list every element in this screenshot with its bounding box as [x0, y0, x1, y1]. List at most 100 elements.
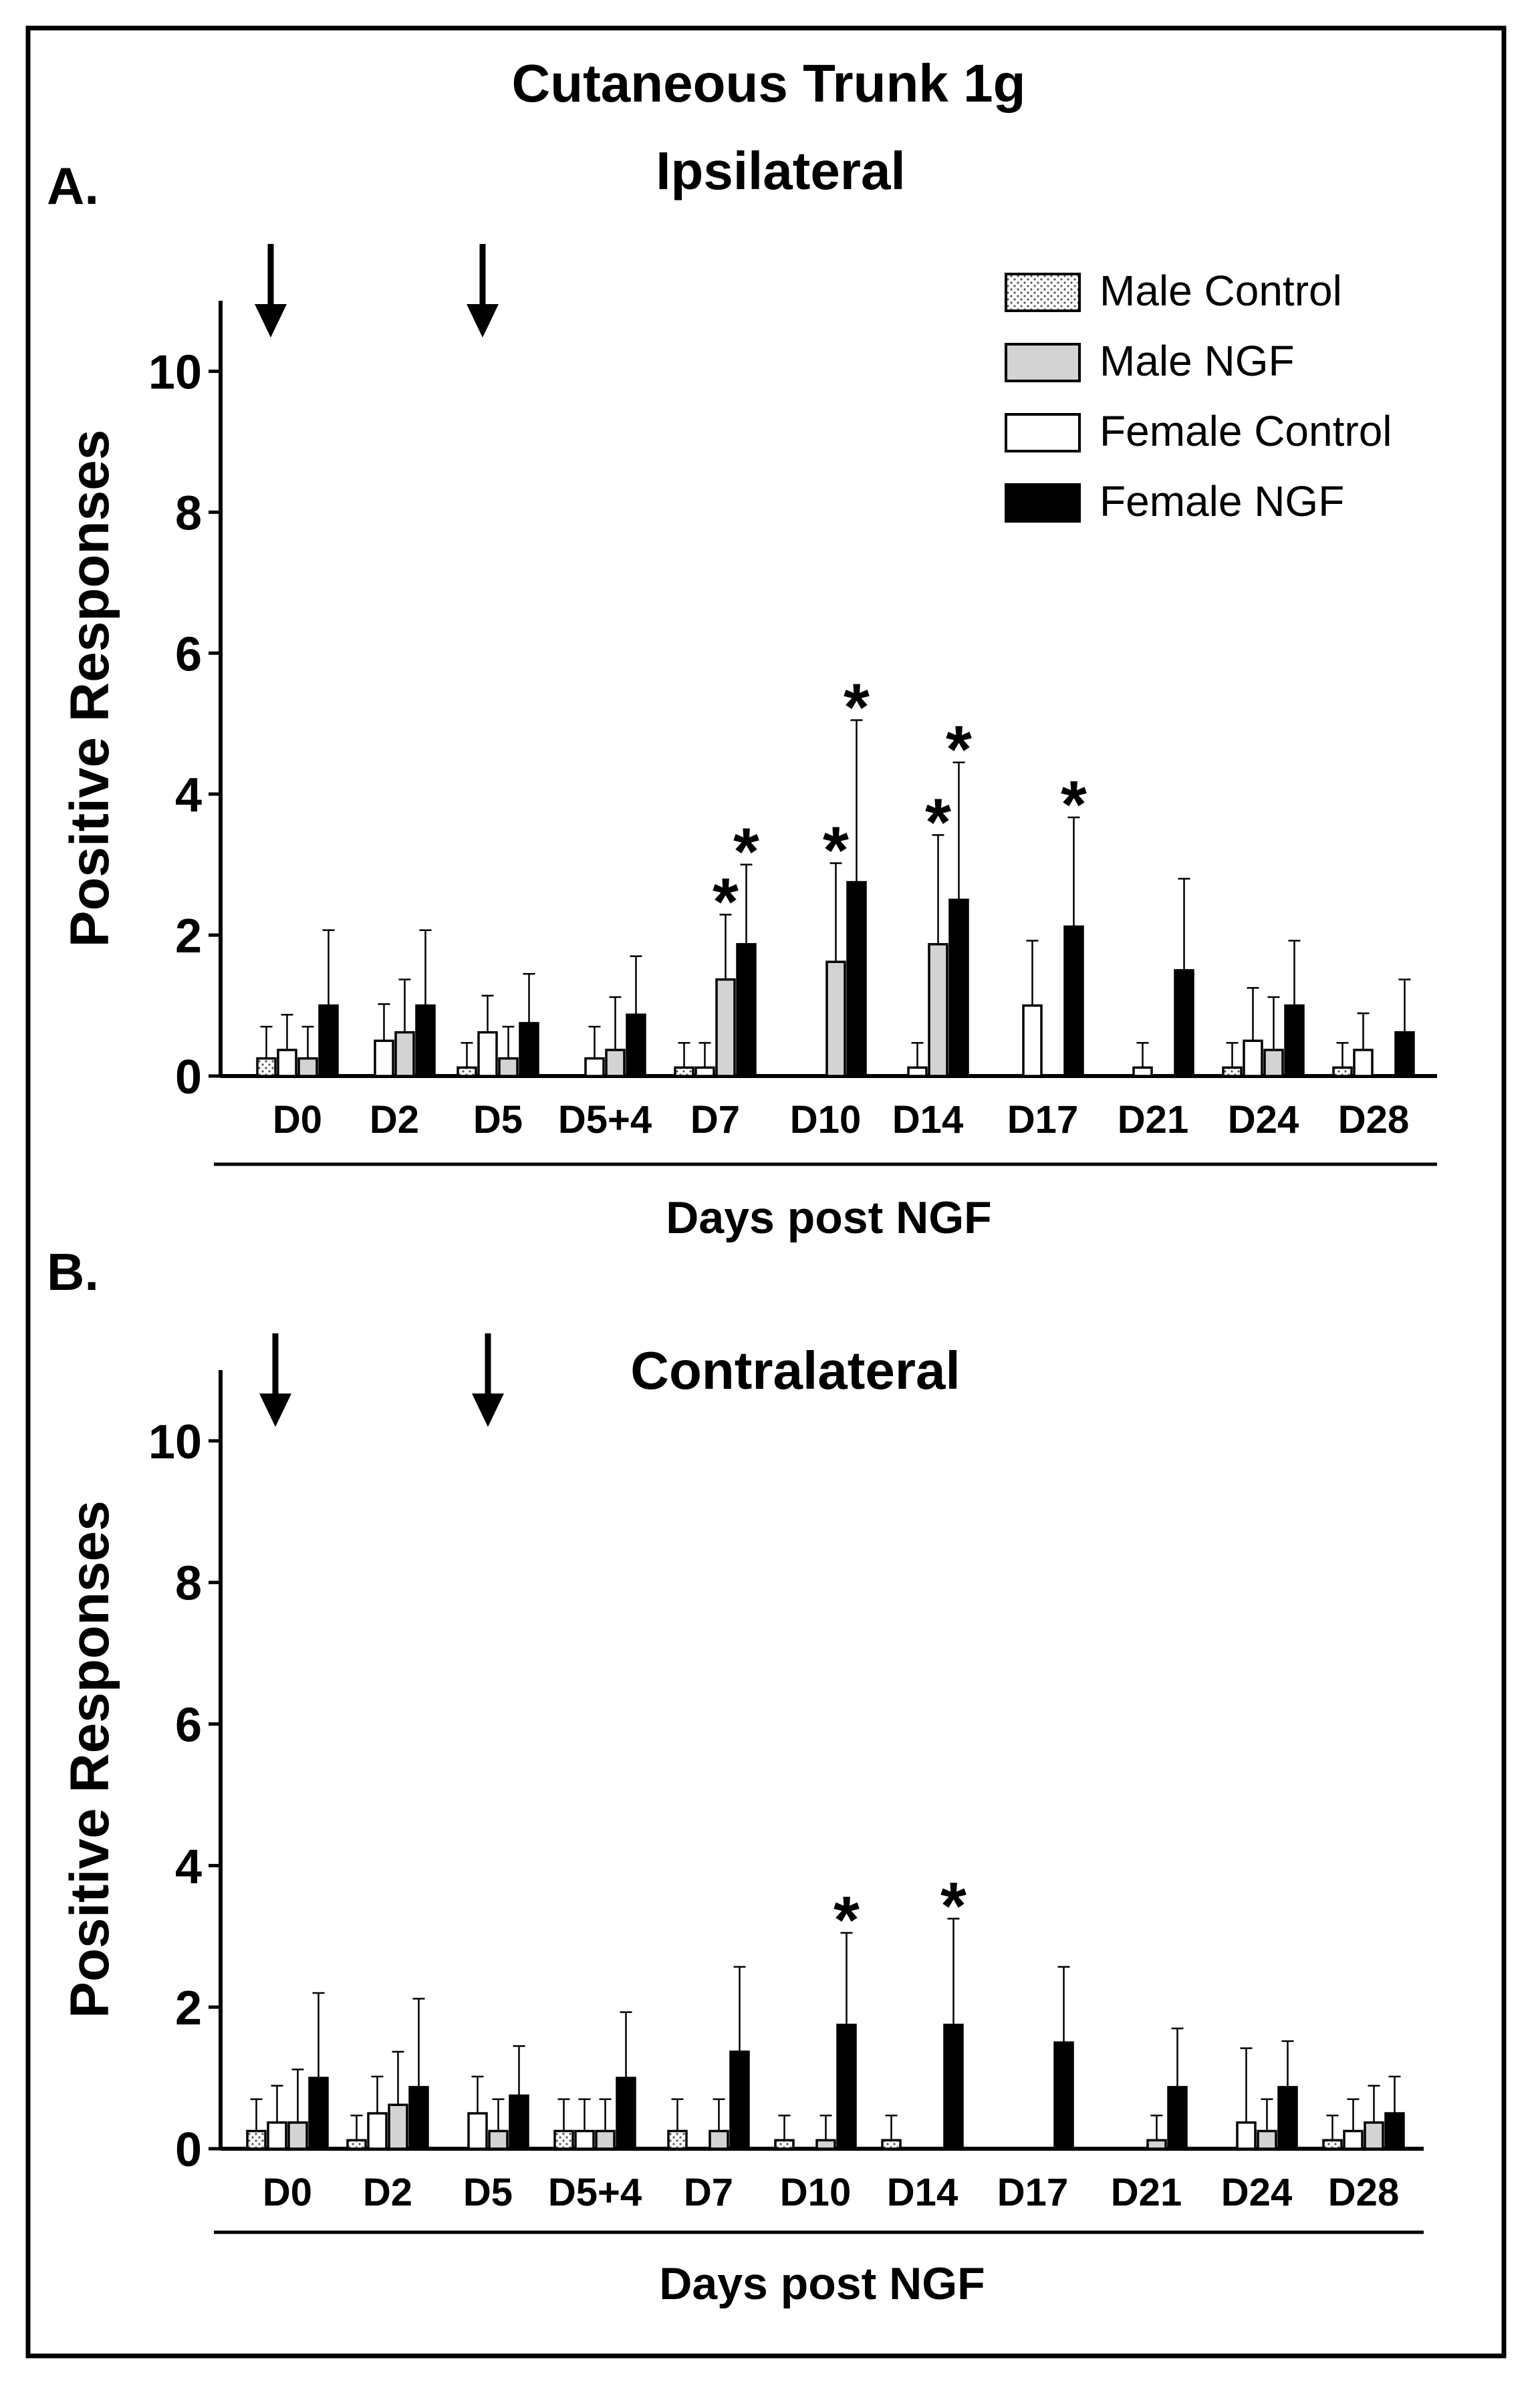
bar-female-control [694, 1066, 715, 1077]
y-tick-label: 0 [175, 2123, 202, 2177]
bar-male-ngf [815, 2139, 836, 2150]
significance-star: * [823, 813, 849, 888]
y-tick-label: 6 [175, 628, 202, 681]
bar-female-ngf [729, 2050, 750, 2150]
bar-male-ngf [595, 2129, 616, 2150]
x-tick-label: D5 [463, 2171, 513, 2214]
bar-male-ngf [394, 1031, 415, 1077]
bar-female-control [1343, 2129, 1364, 2150]
bar-female-ngf [616, 2077, 636, 2150]
x-tick-label: D24 [1221, 2171, 1292, 2214]
x-tick-label: D0 [263, 2171, 312, 2214]
legend-label: Female NGF [1100, 477, 1344, 525]
bar-male-control [246, 2129, 267, 2150]
figure-title: Cutaneous Trunk 1g [512, 53, 1026, 113]
significance-star: * [1061, 767, 1087, 842]
x-tick-label: D5+4 [558, 1098, 652, 1142]
panel-title: Contralateral [630, 1341, 960, 1400]
legend-label: Male NGF [1100, 337, 1295, 385]
panel-label: A. [47, 156, 99, 215]
x-tick-label: D7 [684, 2171, 733, 2214]
bar-female-ngf [1277, 2086, 1298, 2150]
bar-female-ngf [318, 1004, 339, 1077]
bar-male-control [553, 2129, 574, 2150]
bar-male-ngf [488, 2129, 509, 2150]
bar-female-ngf [948, 898, 969, 1077]
bar-male-control [667, 2129, 688, 2150]
bar-male-ngf [1257, 2129, 1277, 2150]
arrow-icon [467, 244, 499, 338]
bar-male-control [457, 1066, 477, 1077]
bar-male-control [256, 1057, 277, 1077]
bar-female-ngf [408, 2086, 429, 2150]
bar-male-ngf [1263, 1049, 1284, 1077]
bar-female-ngf [509, 2094, 529, 2150]
bar-male-ngf [605, 1049, 626, 1077]
x-tick-label: D7 [690, 1098, 740, 1142]
bar-female-ngf [943, 2023, 964, 2150]
bar-female-control [574, 2129, 595, 2150]
x-tick-label: D24 [1228, 1098, 1299, 1142]
y-axis-label: Positive Responses [59, 1500, 120, 2018]
bar-female-control [1243, 1039, 1263, 1077]
bar-female-ngf [1284, 1004, 1305, 1077]
legend-label: Female Control [1100, 407, 1392, 455]
x-tick-label: D21 [1111, 2171, 1182, 2214]
x-tick-label: D5 [473, 1098, 523, 1142]
significance-star: * [940, 1869, 967, 1944]
y-tick-label: 8 [175, 487, 202, 540]
bar-female-ngf [1167, 2086, 1188, 2150]
x-tick-label: D2 [370, 1098, 419, 1142]
bar-female-ngf [308, 2077, 329, 2150]
bar-male-ngf [928, 943, 948, 1077]
bar-female-control [584, 1057, 605, 1077]
y-tick-label: 4 [175, 1840, 202, 1893]
bar-male-ngf [287, 2121, 308, 2150]
bar-male-ngf [1364, 2121, 1384, 2150]
significance-star: * [713, 865, 739, 940]
legend-swatch [1005, 413, 1081, 452]
bar-female-control [1236, 2121, 1257, 2150]
bar-male-control [1332, 1066, 1353, 1077]
bar-female-ngf [519, 1022, 539, 1077]
bar-female-ngf [626, 1013, 646, 1077]
y-tick-label: 6 [175, 1699, 202, 1752]
bar-female-ngf [836, 2023, 857, 2150]
significance-star: * [833, 1883, 860, 1958]
x-tick-label: D28 [1328, 2171, 1399, 2214]
x-tick-label: D17 [1007, 1098, 1078, 1142]
bar-male-control [881, 2139, 902, 2150]
panel-title: Ipsilateral [656, 141, 906, 201]
arrow-icon [255, 244, 287, 338]
bar-female-ngf [415, 1004, 436, 1077]
bar-male-control [1322, 2139, 1343, 2150]
y-tick-label: 0 [175, 1051, 202, 1104]
y-tick-label: 10 [148, 1416, 202, 1469]
y-tick-label: 2 [175, 1982, 202, 2035]
x-axis-label: Days post NGF [659, 2258, 985, 2309]
bar-male-control [1222, 1066, 1243, 1077]
x-tick-label: D0 [273, 1098, 322, 1142]
x-tick-label: D14 [887, 2171, 958, 2214]
bar-female-ngf [1063, 925, 1084, 1077]
legend-swatch [1005, 273, 1081, 312]
x-tick-label: D14 [892, 1098, 963, 1142]
bar-female-ngf [1053, 2041, 1074, 2150]
x-tick-label: D10 [780, 2171, 851, 2214]
bar-female-ngf [846, 881, 867, 1077]
y-tick-label: 2 [175, 910, 202, 963]
x-tick-label: D21 [1118, 1098, 1188, 1142]
bar-female-control [467, 2112, 488, 2150]
panel-a: A. Ipsilateral 0 2 4 6 8 10 Positive Responses D0… [47, 141, 1437, 1243]
x-tick-label: D28 [1338, 1098, 1409, 1142]
bar-female-control [277, 1049, 297, 1077]
bar-male-control [346, 2139, 367, 2150]
bar-male-ngf [1146, 2139, 1167, 2150]
legend: Male Control Male NGF Female Control Female… [1005, 267, 1392, 525]
bar-female-control [1132, 1066, 1153, 1077]
arrow-icon [472, 1333, 504, 1427]
bar-female-control [477, 1031, 498, 1077]
x-tick-label: D5+4 [548, 2171, 642, 2214]
bar-male-control [774, 2139, 795, 2150]
